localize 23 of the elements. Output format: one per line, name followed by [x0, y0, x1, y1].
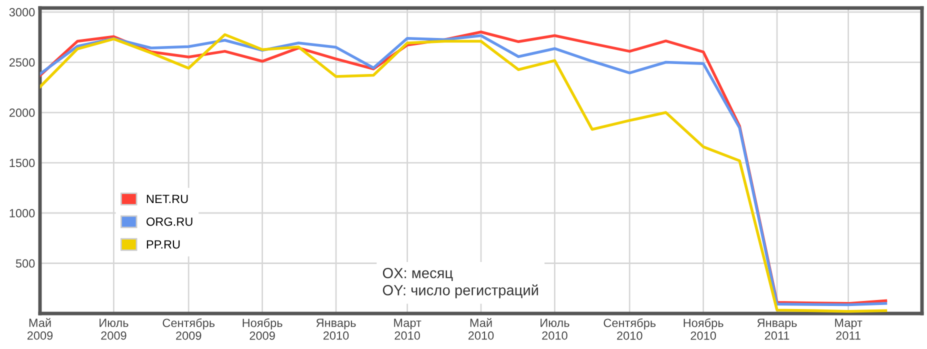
y-tick-label: 2000	[9, 108, 35, 117]
annotation: OX: месяц	[382, 268, 453, 282]
x-tick-label: Март 2010	[394, 318, 422, 340]
y-tick-label: 2500	[9, 58, 35, 67]
legend-label: ORG.RU	[146, 217, 192, 226]
x-tick-label: Ноябрь 2009	[242, 318, 282, 340]
y-tick-label: 500	[16, 259, 35, 268]
x-tick-label: Сентябрь 2010	[604, 318, 656, 340]
x-tick-label: Май 2010	[468, 318, 494, 340]
x-tick-label: Июль 2009	[100, 318, 128, 340]
x-tick-label: Ноябрь 2010	[684, 318, 724, 340]
x-tick-label: Январь 2010	[316, 318, 356, 340]
y-tick-label: 3000	[9, 8, 35, 16]
x-tick-label: Июль 2010	[540, 318, 570, 340]
x-tick-label: Январь 2011	[757, 318, 797, 340]
x-tick-label: Март 2011	[835, 318, 862, 340]
legend-label: NET.RU	[146, 194, 188, 204]
x-tick-label: Май 2009	[27, 318, 53, 340]
y-tick-label: 1500	[10, 158, 35, 168]
legend-label: PP.RU	[146, 240, 180, 249]
y-tick-label: 1000	[10, 209, 35, 218]
x-tick-label: Сентябрь 2009	[162, 318, 215, 340]
annotation: OY: число регистраций	[382, 284, 538, 298]
